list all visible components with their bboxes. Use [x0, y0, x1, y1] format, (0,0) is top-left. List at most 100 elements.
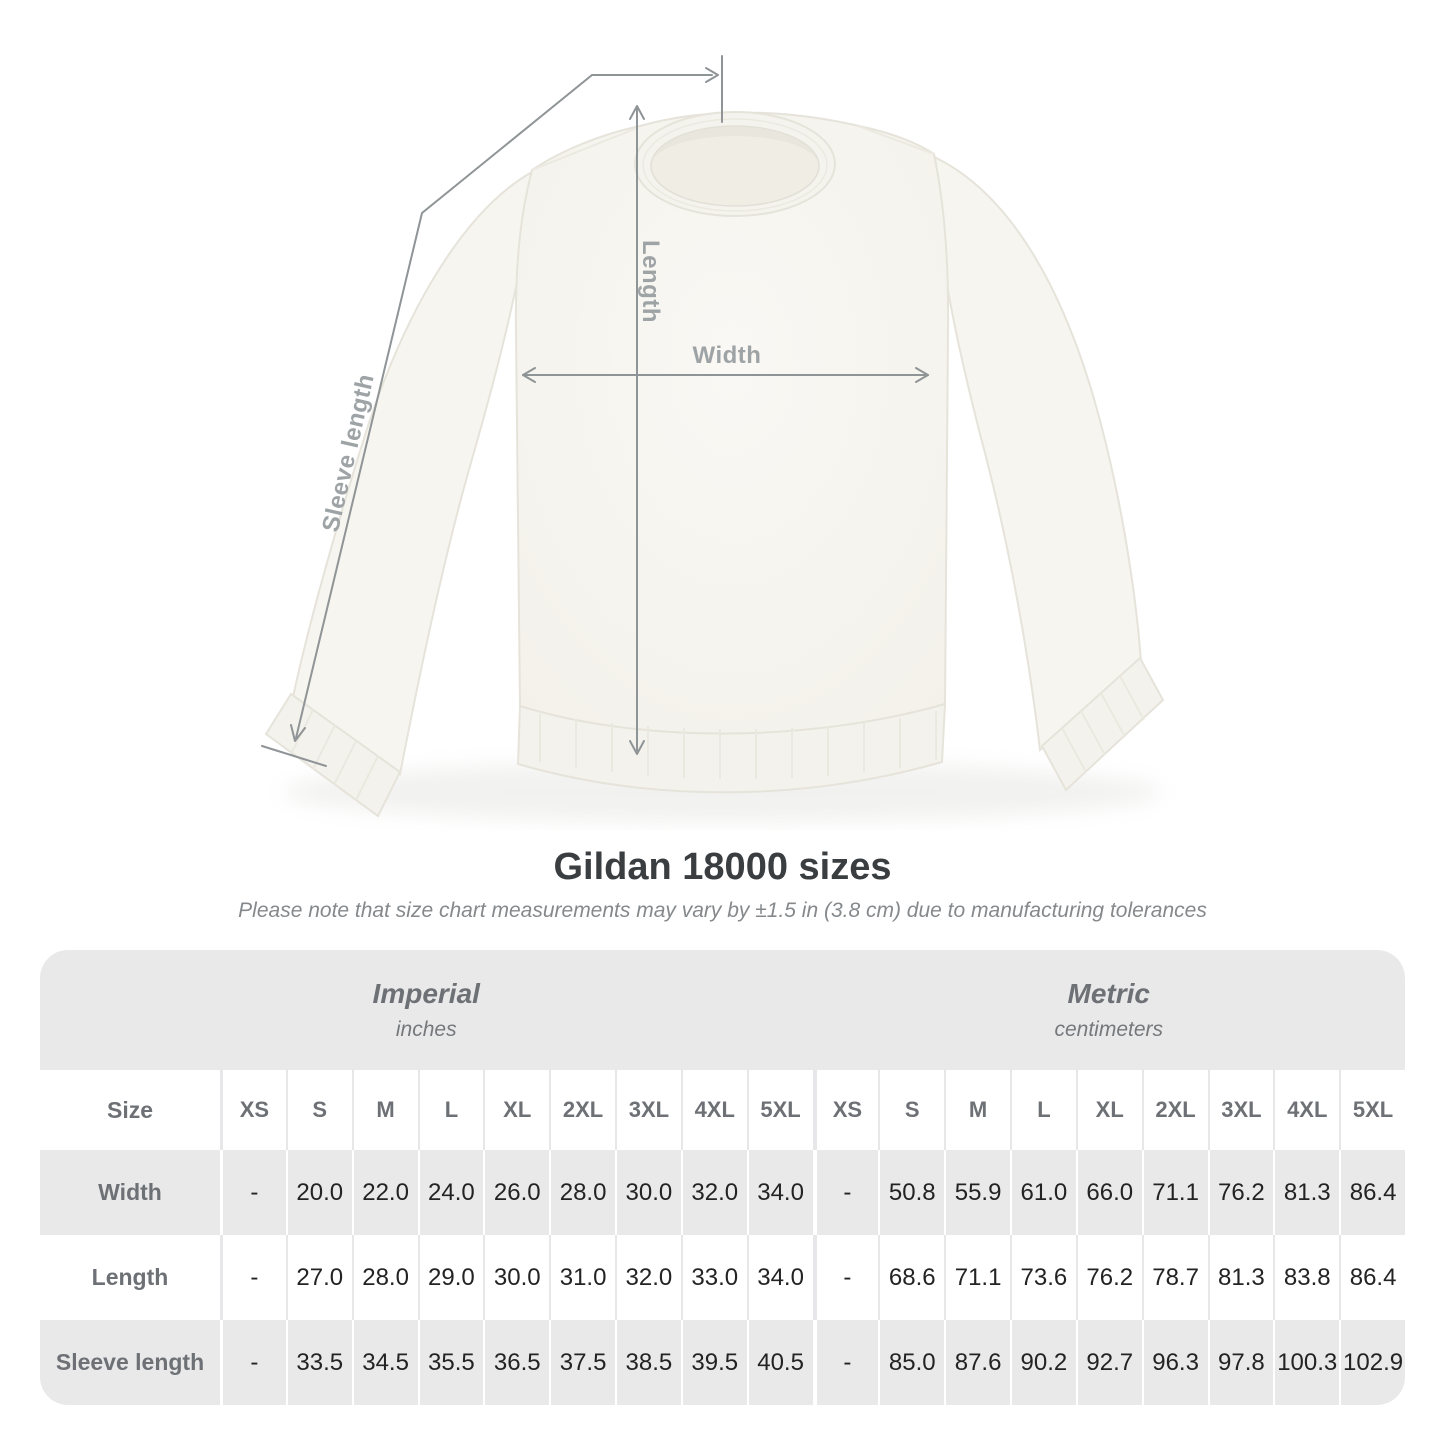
value-cell: 83.8	[1273, 1235, 1339, 1320]
table-row-length: Length - 27.0 28.0 29.0 30.0 31.0 32.0 3…	[40, 1235, 1405, 1320]
value-cell: -	[220, 1320, 286, 1405]
size-col-imperial-3xl: 3XL	[615, 1070, 681, 1150]
value-cell: 81.3	[1207, 1235, 1274, 1320]
row-label-sleeve-length: Sleeve length	[55, 1349, 205, 1375]
value-cell: 96.3	[1141, 1320, 1208, 1405]
shoulder-seams	[531, 125, 935, 171]
value-cell: 33.5	[285, 1320, 352, 1405]
value-cell: 40.5	[746, 1320, 813, 1405]
size-col-metric-5xl: 5XL	[1339, 1070, 1405, 1150]
table-row-sleeve-length: Sleeve length - 33.5 34.5 35.5 36.5 37.5…	[40, 1320, 1405, 1405]
value-cell: 68.6	[878, 1235, 944, 1320]
size-col-imperial-2xl: 2XL	[549, 1070, 615, 1150]
value-cell: -	[812, 1235, 879, 1320]
value-cell: 50.8	[878, 1150, 944, 1235]
size-col-imperial-l: L	[417, 1070, 484, 1150]
size-col-metric-4xl: 4XL	[1273, 1070, 1339, 1150]
value-cell: 92.7	[1075, 1320, 1142, 1405]
imperial-unit: inches	[395, 1018, 457, 1041]
size-col-metric-m: M	[944, 1070, 1010, 1150]
value-cell: 55.9	[944, 1150, 1010, 1235]
value-cell: -	[812, 1320, 879, 1405]
value-cell: -	[220, 1150, 286, 1235]
size-col-imperial-5xl: 5XL	[746, 1070, 813, 1150]
value-cell: 30.0	[483, 1235, 549, 1320]
value-cell: 22.0	[351, 1150, 418, 1235]
width-arrow-left	[522, 367, 536, 383]
value-cell: 86.4	[1339, 1235, 1405, 1320]
length-arrow-down	[629, 740, 645, 755]
right-cuff-ribs	[1061, 675, 1145, 773]
value-cell: -	[220, 1235, 286, 1320]
sleeve-length-arrow-down	[290, 724, 306, 742]
metric-name: Metric	[1067, 978, 1150, 1009]
size-col-imperial-xl: XL	[483, 1070, 549, 1150]
hem-ribs	[539, 711, 937, 779]
hem-band	[516, 702, 947, 794]
unit-system-row: Imperial inches Metric centimeters	[40, 950, 1405, 1070]
value-cell: 38.5	[615, 1320, 681, 1405]
value-cell: 32.0	[680, 1150, 747, 1235]
value-cell: 34.0	[746, 1235, 813, 1320]
size-col-imperial-xs: XS	[220, 1070, 286, 1150]
value-cell: 32.0	[615, 1235, 681, 1320]
right-sleeve	[930, 154, 1143, 753]
measurement-lines	[261, 55, 929, 767]
page-title: Gildan 18000 sizes	[553, 846, 892, 888]
value-cell: 71.1	[944, 1235, 1010, 1320]
size-col-metric-xl: XL	[1075, 1070, 1142, 1150]
value-cell: 73.6	[1010, 1235, 1076, 1320]
value-cell: 33.0	[680, 1235, 747, 1320]
value-cell: 81.3	[1273, 1150, 1339, 1235]
value-cell: 34.0	[746, 1150, 813, 1235]
value-cell: -	[812, 1150, 879, 1235]
value-cell: 76.2	[1207, 1150, 1274, 1235]
value-cell: 26.0	[483, 1150, 549, 1235]
value-cell: 76.2	[1075, 1235, 1142, 1320]
size-header-label: Size	[106, 1096, 154, 1123]
value-cell: 71.1	[1141, 1150, 1208, 1235]
value-cell: 36.5	[483, 1320, 549, 1405]
value-cell: 39.5	[680, 1320, 747, 1405]
table-row-width: Width - 20.0 22.0 24.0 26.0 28.0 30.0 32…	[40, 1150, 1405, 1235]
row-label-width: Width	[98, 1179, 162, 1205]
value-cell: 85.0	[878, 1320, 944, 1405]
size-col-imperial-s: S	[285, 1070, 352, 1150]
size-col-metric-3xl: 3XL	[1207, 1070, 1274, 1150]
value-cell: 97.8	[1207, 1320, 1274, 1405]
tolerance-note: Please note that size chart measurements…	[238, 899, 1207, 922]
row-label-length: Length	[91, 1264, 169, 1290]
value-cell: 20.0	[285, 1150, 352, 1235]
size-col-metric-xs: XS	[812, 1070, 879, 1150]
metric-header: Metric centimeters	[813, 950, 1406, 1070]
imperial-header: Imperial inches	[40, 950, 813, 1070]
size-col-imperial-4xl: 4XL	[680, 1070, 747, 1150]
value-cell: 61.0	[1010, 1150, 1076, 1235]
value-cell: 100.3	[1273, 1320, 1339, 1405]
value-cell: 35.5	[417, 1320, 484, 1405]
value-cell: 87.6	[944, 1320, 1010, 1405]
sleeve-length-arrow-right	[705, 67, 719, 83]
value-cell: 31.0	[549, 1235, 615, 1320]
value-cell: 24.0	[417, 1150, 484, 1235]
value-cell: 102.9	[1339, 1320, 1405, 1405]
width-arrow-right	[915, 367, 929, 383]
sweatshirt-illustration	[261, 55, 1165, 822]
size-col-metric-s: S	[878, 1070, 944, 1150]
value-cell: 28.0	[549, 1150, 615, 1235]
value-cell: 78.7	[1141, 1235, 1208, 1320]
size-col-metric-2xl: 2XL	[1141, 1070, 1208, 1150]
value-cell: 66.0	[1075, 1150, 1142, 1235]
collar-rib	[642, 118, 828, 212]
value-cell: 27.0	[285, 1235, 352, 1320]
collar-inner-shadow	[651, 126, 819, 166]
value-cell: 34.5	[351, 1320, 418, 1405]
value-cell: 90.2	[1010, 1320, 1076, 1405]
value-cell: 37.5	[549, 1320, 615, 1405]
sleeve-cuff-tick	[261, 745, 327, 767]
width-measure-label: Width	[692, 342, 762, 369]
right-cuff	[1040, 656, 1165, 792]
size-col-metric-l: L	[1010, 1070, 1076, 1150]
sleeve-length-diagonal	[295, 74, 593, 739]
value-cell: 86.4	[1339, 1150, 1405, 1235]
